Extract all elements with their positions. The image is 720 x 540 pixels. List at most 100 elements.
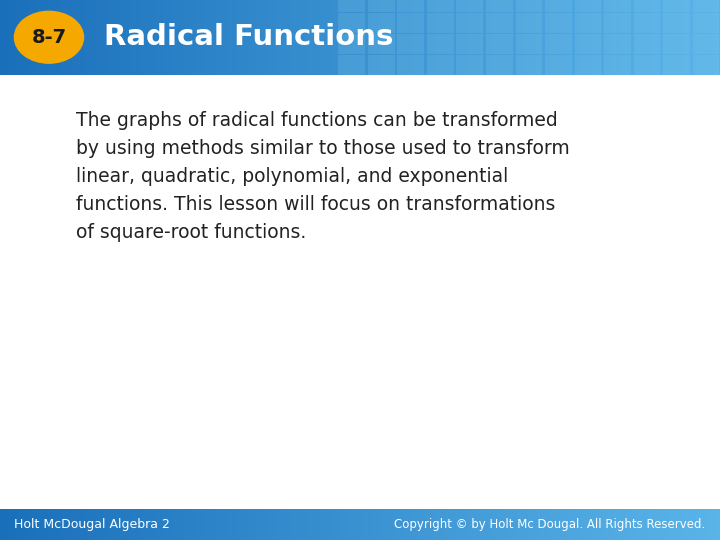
Bar xyxy=(437,0,439,75)
Bar xyxy=(257,509,259,540)
Bar xyxy=(274,509,276,540)
Bar xyxy=(604,55,631,75)
Bar xyxy=(410,0,413,75)
Bar xyxy=(161,509,163,540)
Bar xyxy=(509,0,511,75)
Bar xyxy=(554,0,557,75)
Bar xyxy=(670,509,672,540)
Bar xyxy=(437,509,439,540)
Bar xyxy=(441,509,444,540)
Bar xyxy=(446,0,449,75)
Bar xyxy=(379,0,382,75)
Bar xyxy=(94,509,96,540)
Bar xyxy=(600,509,603,540)
Bar xyxy=(197,509,199,540)
Bar xyxy=(485,509,487,540)
Bar xyxy=(182,0,185,75)
Bar xyxy=(451,0,454,75)
Bar xyxy=(441,0,444,75)
Bar xyxy=(50,509,53,540)
Bar xyxy=(576,509,578,540)
Bar xyxy=(396,0,398,75)
Bar xyxy=(247,0,250,75)
Bar xyxy=(254,509,257,540)
Bar xyxy=(398,0,401,75)
Bar xyxy=(243,509,245,540)
Bar xyxy=(336,509,338,540)
Bar xyxy=(701,509,703,540)
Bar xyxy=(482,0,485,75)
Bar xyxy=(545,0,547,75)
Bar xyxy=(564,0,567,75)
Bar xyxy=(410,509,413,540)
Bar xyxy=(360,509,362,540)
Bar xyxy=(650,0,653,75)
Bar xyxy=(149,0,151,75)
Bar xyxy=(516,55,542,75)
Bar xyxy=(290,0,293,75)
Bar xyxy=(473,509,475,540)
Bar xyxy=(29,509,31,540)
Bar xyxy=(312,0,315,75)
Bar xyxy=(43,509,45,540)
Bar xyxy=(221,0,223,75)
Bar xyxy=(461,509,463,540)
Bar xyxy=(497,509,499,540)
Bar xyxy=(377,509,379,540)
Bar xyxy=(312,509,315,540)
Bar xyxy=(454,509,456,540)
Bar xyxy=(139,509,142,540)
Bar xyxy=(593,0,595,75)
Bar xyxy=(703,0,706,75)
Bar xyxy=(158,0,161,75)
Bar xyxy=(466,509,468,540)
Bar xyxy=(468,509,470,540)
Bar xyxy=(425,0,427,75)
Bar xyxy=(405,509,408,540)
Bar xyxy=(187,0,189,75)
Bar xyxy=(243,0,245,75)
Bar xyxy=(281,0,283,75)
Bar xyxy=(5,0,7,75)
Bar xyxy=(693,55,719,75)
Bar xyxy=(408,509,410,540)
Bar xyxy=(648,0,650,75)
Bar xyxy=(653,509,655,540)
Bar xyxy=(60,0,63,75)
Bar xyxy=(480,0,482,75)
Bar xyxy=(146,509,149,540)
Bar xyxy=(696,0,698,75)
Bar xyxy=(261,0,264,75)
Bar xyxy=(657,0,660,75)
Bar xyxy=(502,509,504,540)
Bar xyxy=(689,0,691,75)
Bar xyxy=(7,0,9,75)
Bar xyxy=(125,509,127,540)
Bar xyxy=(459,0,461,75)
Bar xyxy=(394,509,396,540)
Bar xyxy=(199,509,202,540)
Bar xyxy=(581,0,583,75)
Bar xyxy=(151,0,153,75)
Bar xyxy=(526,509,528,540)
Bar xyxy=(55,509,58,540)
Bar xyxy=(610,0,612,75)
Bar xyxy=(295,0,297,75)
Bar xyxy=(621,509,624,540)
Bar xyxy=(679,509,682,540)
Bar xyxy=(486,55,513,75)
Bar xyxy=(99,509,101,540)
Bar xyxy=(626,509,629,540)
Bar xyxy=(17,509,19,540)
Bar xyxy=(117,0,120,75)
Bar xyxy=(153,0,156,75)
Bar xyxy=(554,509,557,540)
Bar xyxy=(389,0,391,75)
Bar xyxy=(663,13,690,32)
Bar xyxy=(506,509,509,540)
Bar xyxy=(185,509,187,540)
Bar xyxy=(397,55,424,75)
Bar xyxy=(171,0,173,75)
Bar xyxy=(96,0,99,75)
Bar xyxy=(696,509,698,540)
